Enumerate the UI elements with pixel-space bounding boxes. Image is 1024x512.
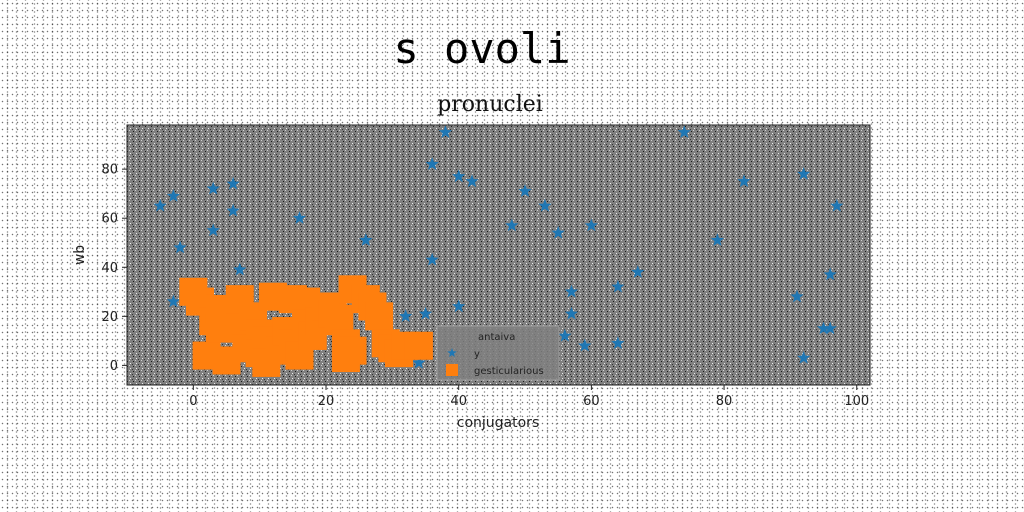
x-tick-label: 0: [189, 394, 197, 409]
x-axis: 0 20 40 60 80 100: [189, 385, 869, 409]
x-tick-label: 80: [716, 394, 733, 409]
legend-title: antaiva: [478, 332, 515, 343]
figure-suptitle: s ovoli: [393, 24, 571, 73]
data-point-star: [518, 184, 532, 197]
y-tick-label: 40: [101, 261, 118, 276]
data-marks: [153, 125, 844, 377]
y-axis-label: wb: [72, 245, 88, 265]
data-point-star: [505, 218, 519, 232]
legend-marker-star: [447, 348, 457, 357]
data-point-square: [338, 336, 367, 365]
data-point-star: [737, 174, 751, 188]
data-point-star: [797, 351, 811, 364]
data-point-star: [153, 198, 167, 212]
data-point-star: [226, 176, 240, 190]
y-tick-label: 20: [101, 310, 118, 325]
y-axis: 0 20 40 60 80: [101, 163, 127, 374]
y-tick-label: 80: [101, 163, 118, 178]
data-point-star: [412, 355, 426, 369]
data-point-star: [226, 203, 240, 217]
data-point-star: [611, 279, 625, 293]
data-point-star: [823, 321, 837, 335]
data-point-star: [710, 233, 725, 246]
data-point-star: [677, 125, 691, 138]
data-point-star: [438, 125, 453, 138]
y-tick-label: 0: [110, 359, 118, 374]
data-point-star: [551, 225, 565, 239]
data-point-star: [465, 174, 479, 188]
data-point-star: [452, 299, 466, 313]
data-point-square: [325, 304, 354, 333]
x-tick-label: 100: [844, 394, 869, 409]
data-point-star: [823, 267, 837, 281]
data-point-star: [206, 181, 220, 195]
data-point-star: [425, 252, 439, 266]
data-point-square: [365, 302, 394, 331]
x-tick-label: 20: [318, 394, 335, 409]
data-point-star: [173, 240, 187, 254]
data-point-star: [399, 309, 413, 322]
x-axis-label: conjugators: [457, 415, 539, 431]
data-point-star: [206, 223, 220, 237]
chart-title: pronuclei: [437, 92, 543, 117]
legend-entry-label: gesticularious: [474, 366, 544, 377]
data-point-star: [830, 198, 844, 212]
data-point-star: [292, 211, 307, 224]
data-point-star: [790, 289, 804, 303]
data-point-star: [564, 284, 579, 298]
data-point-star: [166, 189, 181, 202]
data-point-star: [418, 306, 433, 320]
legend-marker-square: [446, 364, 458, 376]
data-point-star: [578, 338, 592, 352]
x-tick-label: 40: [450, 394, 467, 409]
data-point-star: [452, 169, 466, 183]
data-point-star: [584, 218, 598, 232]
data-point-star: [425, 157, 439, 170]
data-point-star: [816, 321, 831, 335]
legend-entry-label: y: [474, 349, 480, 360]
data-point-star: [558, 328, 572, 342]
legend: antaiva y gesticularious: [436, 325, 560, 381]
x-tick-label: 60: [583, 394, 600, 409]
data-point-star: [797, 167, 811, 180]
data-point-square: [404, 331, 433, 360]
y-tick-label: 60: [101, 212, 118, 227]
data-point-star: [359, 233, 373, 246]
data-point-star: [564, 306, 579, 320]
data-point-star: [233, 262, 247, 276]
data-point-star: [631, 265, 645, 278]
data-point-star: [538, 198, 552, 212]
data-point-star: [166, 294, 181, 308]
data-point-star: [611, 336, 625, 349]
